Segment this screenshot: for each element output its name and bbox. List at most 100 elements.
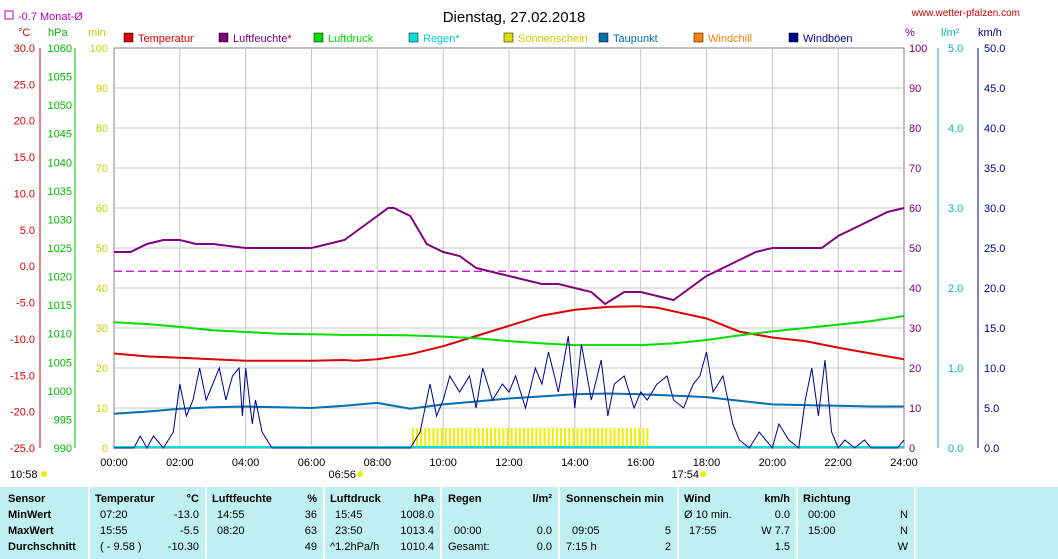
time-tick-label: 08:00 (364, 457, 392, 469)
unit-rain: l/m² (941, 27, 960, 39)
temperature-header: Temperatur (95, 493, 155, 505)
press-min-value: 1008.0 (400, 509, 434, 521)
separator (88, 487, 90, 559)
legend-label: Luftfeuchte* (233, 33, 292, 45)
press-tick-label: 1045 (48, 129, 72, 141)
sunshine-bar (490, 428, 493, 448)
sunshine-bar (560, 428, 563, 448)
temp-avg-value: -10.30 (167, 541, 199, 553)
sunshine-bar (539, 428, 542, 448)
press-tick-label: 1050 (48, 100, 72, 112)
temp-tick-label: -10.0 (10, 334, 35, 346)
sunshine-bar (609, 428, 612, 448)
rain-tick-label: 1.0 (948, 363, 963, 375)
hum-max-time: 08:20 (217, 525, 245, 537)
legend-label: Taupunkt (613, 33, 658, 45)
sunrise-icon (357, 471, 364, 477)
series-line-luftdruck (113, 315, 905, 347)
series-line-luftfeuchte (114, 207, 905, 306)
pressure-unit: hPa (413, 493, 434, 505)
sunshine-bar (457, 428, 460, 448)
sunset-label: 17:54 (671, 469, 699, 481)
sunshine-bar (580, 428, 583, 448)
sunshine-bar (543, 428, 546, 448)
humidity-unit: % (307, 493, 317, 505)
speed-tick-label: 0.0 (984, 443, 999, 455)
legend-swatch (218, 32, 229, 43)
dir-max-time: 15:00 (808, 525, 836, 537)
pct-tick-label: 30 (909, 323, 921, 335)
legend-swatch (503, 32, 514, 43)
rain-tick-label: 3.0 (948, 203, 963, 215)
pct-tick-label: 0 (909, 443, 915, 455)
row-label-max: MaxWert (8, 525, 54, 537)
sunshine-bar (453, 428, 456, 448)
temp-tick-label: -25.0 (10, 443, 35, 455)
temperature-column: Temperatur °C 07:20 -13.0 15:55 -5.5 ( -… (90, 487, 205, 559)
rain-header: Regen (448, 493, 482, 505)
legend-label: Sonnenschein (518, 33, 588, 45)
time-tick-label: 18:00 (693, 457, 721, 469)
legend-swatch (598, 32, 609, 43)
min-tick-label: 20 (96, 363, 108, 375)
sun-max-value: 5 (664, 525, 671, 537)
unit-temp: °C (18, 27, 30, 39)
separator (914, 487, 916, 559)
temp-tick-label: 25.0 (14, 79, 35, 91)
legend-swatch (408, 32, 419, 43)
sensor-column: Sensor MinWert MaxWert Durchschnitt (0, 487, 88, 559)
time-tick-label: 04:00 (232, 457, 260, 469)
min-tick-label: 60 (96, 203, 108, 215)
speed-tick-label: 5.0 (984, 403, 999, 415)
sunshine-header: Sonnenschein min (566, 493, 664, 505)
humidity-header: Luftfeuchte (212, 493, 272, 505)
legend-label: Regen* (423, 33, 460, 45)
press-tick-label: 1030 (48, 214, 72, 226)
sunshine-bar (461, 428, 464, 448)
wind-unit: km/h (764, 493, 790, 505)
sunshine-bar (605, 428, 608, 448)
hum-min-time: 14:55 (217, 509, 245, 521)
sunshine-bar (531, 428, 534, 448)
sunshine-bar (498, 428, 501, 448)
speed-tick-label: 10.0 (984, 363, 1005, 375)
pressure-column: Luftdruck hPa 15:45 1008.0 23:50 1013.4 … (325, 487, 440, 559)
press-tick-label: 1005 (48, 357, 72, 369)
row-label-avg: Durchschnitt (8, 541, 76, 553)
speed-tick-label: 25.0 (984, 243, 1005, 255)
speed-tick-label: 20.0 (984, 283, 1005, 295)
hum-avg-value: 49 (304, 541, 317, 553)
unit-min: min (88, 27, 106, 39)
press-tick-label: 1055 (48, 72, 72, 84)
sunshine-bar (638, 428, 641, 448)
sunshine-bar (436, 428, 439, 448)
separator (677, 487, 679, 559)
sunshine-bar (547, 428, 550, 448)
min-tick-label: 100 (90, 43, 108, 55)
sunshine-bar (448, 428, 451, 448)
sunshine-bar (420, 428, 423, 448)
separator (796, 487, 798, 559)
sunshine-bar (625, 428, 628, 448)
series-line-taupunkt (113, 392, 904, 415)
sunshine-bar (444, 428, 447, 448)
wind-avg10-value: 0.0 (774, 509, 790, 521)
sunshine-bar (535, 428, 538, 448)
unit-speed: km/h (978, 27, 1002, 39)
legend-label: Luftdruck (328, 33, 374, 45)
min-tick-label: 90 (96, 83, 108, 95)
press-max-time: 23:50 (335, 525, 363, 537)
pct-tick-label: 80 (909, 123, 921, 135)
min-tick-label: 30 (96, 323, 108, 335)
press-tick-label: 1000 (48, 386, 72, 398)
temp-tick-label: 5.0 (20, 225, 35, 237)
sunshine-bar (527, 428, 530, 448)
sunshine-bar (646, 428, 649, 448)
pressure-header: Luftdruck (330, 493, 381, 505)
legend-swatch (693, 32, 704, 43)
press-min-time: 15:45 (335, 509, 363, 521)
legend-swatch (123, 32, 134, 43)
separator (440, 487, 442, 559)
wind-max-value: W 7.7 (761, 525, 790, 537)
rain-column: Regen l/m² 00:00 0.0 Gesamt: 0.0 (442, 487, 558, 559)
